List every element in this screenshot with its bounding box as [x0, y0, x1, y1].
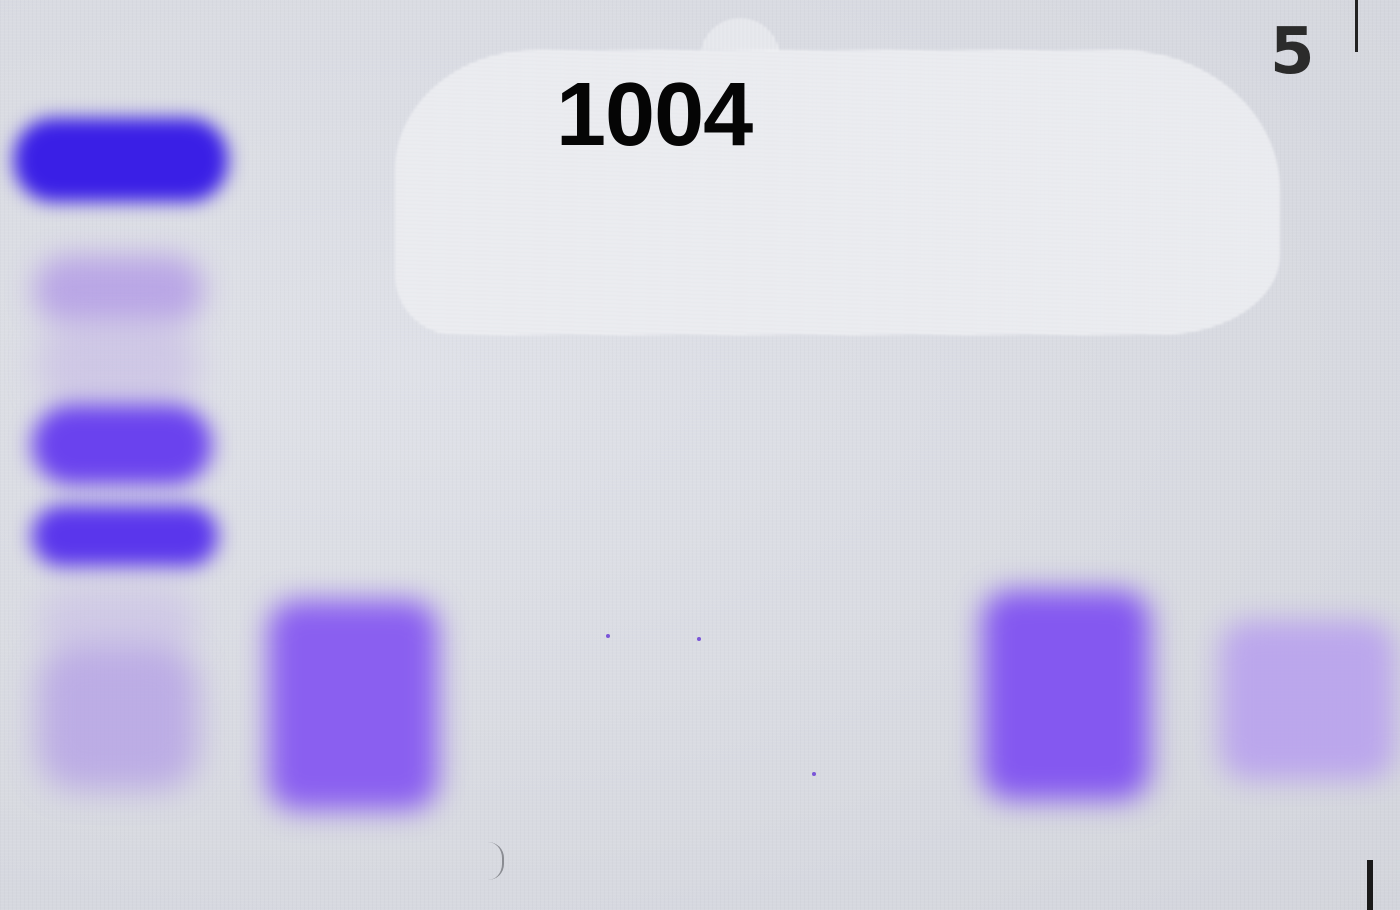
- lane-mark-label: 5: [1270, 15, 1315, 89]
- bottom-tick-mark: [1367, 860, 1373, 910]
- sample-lane-5-band: [1220, 620, 1395, 780]
- sample-lane-4-band: [982, 590, 1150, 800]
- paper-fiber: [488, 842, 504, 880]
- stain-speck: [812, 772, 816, 776]
- stain-speck: [606, 634, 610, 638]
- gel-number-label: 1004: [556, 65, 753, 165]
- ladder-band-1: [14, 118, 228, 202]
- erased-area: [395, 50, 1280, 335]
- ladder-band-5: [38, 645, 198, 790]
- ladder-band-3: [32, 405, 212, 485]
- top-tick-mark: [1355, 0, 1358, 52]
- stain-speck: [697, 637, 701, 641]
- ladder-smear-1: [38, 320, 198, 410]
- ladder-band-2: [34, 255, 204, 325]
- ladder-smear-2: [38, 585, 198, 655]
- sample-lane-2-band: [268, 600, 438, 810]
- ladder-band-4: [32, 505, 218, 567]
